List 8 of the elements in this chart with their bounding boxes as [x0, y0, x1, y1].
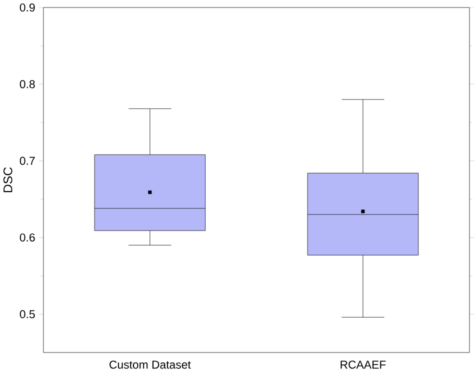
x-tick-label: Custom Dataset: [110, 360, 191, 369]
y-tick-label: 0.7: [20, 156, 35, 165]
y-tick-label: 0.9: [20, 3, 35, 12]
y-tick-label: 0.8: [20, 80, 35, 88]
y-tick-label: 0.6: [20, 233, 35, 242]
y-tick-label: 0.5: [20, 310, 35, 318]
x-tick-label: RCAAEF: [340, 360, 386, 369]
y-axis-title: DSC: [3, 167, 12, 192]
